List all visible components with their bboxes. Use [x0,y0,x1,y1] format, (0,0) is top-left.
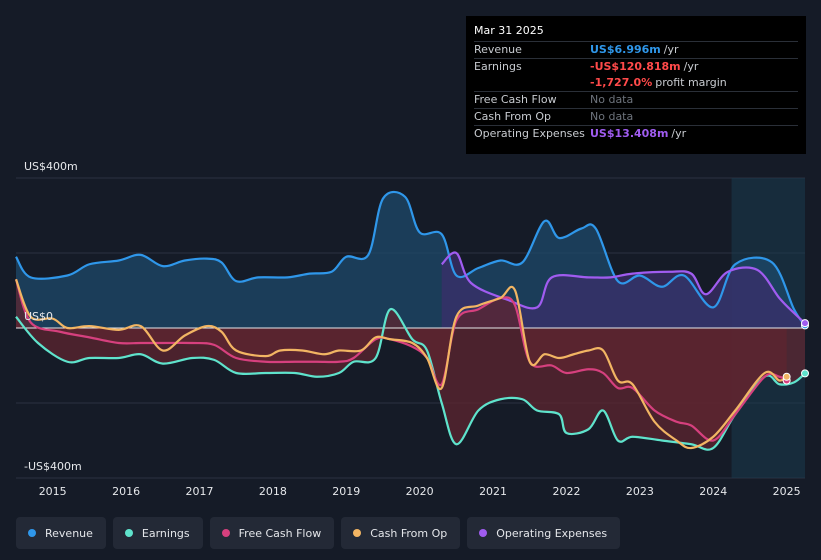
tooltip-value: US$13.408m [590,127,669,140]
tooltip-label [474,75,590,91]
tooltip-row-free-cash-flow: Free Cash Flow No data [474,91,798,108]
tooltip-label: Revenue [474,43,522,56]
series-lines [14,190,806,451]
line-operating-expenses [440,251,806,324]
tooltip-unit: /yr [671,127,687,140]
chart-canvas: US$400m US$0 -US$400m 2015 2016 2017 2018 20… [14,160,809,498]
x-tick-label: 2024 [699,485,727,498]
line-revenue [15,190,806,327]
tooltip-row-revenue: Revenue US$6.996m /yr [474,41,798,58]
tooltip-panel: Mar 31 2025 Revenue US$6.996m /yr Earnin… [466,16,806,154]
x-tick-label: 2015 [39,485,67,498]
end-marker-cash-from-op [782,372,791,381]
legend: Revenue Earnings Free Cash Flow Cash Fro… [16,517,621,549]
x-tick-label: 2017 [185,485,213,498]
line-free-cash-flow [14,278,788,442]
end-marker-operating-expenses [801,319,809,328]
tooltip-label: Cash From Op [474,110,552,123]
legend-label: Revenue [45,526,93,540]
tooltip-label: Earnings [474,60,522,73]
end-marker-earnings [801,369,809,378]
tooltip-row-cash-from-op: Cash From Op No data [474,108,798,125]
x-tick-label: 2018 [259,485,287,498]
tooltip-label: Operating Expenses [474,127,585,140]
tooltip-row-operating-expenses: Operating Expenses US$13.408m /yr [474,125,798,142]
tooltip-date: Mar 31 2025 [474,24,544,37]
legend-dot-icon [479,529,488,537]
x-tick-label: 2021 [479,485,507,498]
series-areas [16,191,805,450]
tooltip-label: Free Cash Flow [474,93,557,106]
tooltip-unit: /yr [683,60,699,73]
tooltip-value: No data [590,93,634,106]
legend-dot-icon [353,529,362,537]
legend-item-cash-from-op[interactable]: Cash From Op [341,517,461,549]
legend-item-operating-expenses[interactable]: Operating Expenses [467,517,621,549]
legend-dot-icon [221,529,230,537]
x-tick-label: 2019 [332,485,360,498]
line-cash-from-op [14,278,788,450]
legend-label: Earnings [141,526,190,540]
area-free-cash-flow [16,279,787,441]
tooltip-value: No data [590,110,634,123]
x-tick-label: 2025 [773,485,801,498]
x-tick-label: 2016 [112,485,140,498]
legend-item-free-cash-flow[interactable]: Free Cash Flow [209,517,335,549]
grid-lines [16,177,805,479]
line-earnings [15,308,806,451]
legend-dot-icon [28,529,36,537]
legend-label: Operating Expenses [496,526,608,540]
legend-item-revenue[interactable]: Revenue [16,517,106,549]
x-tick-label: 2023 [626,485,654,498]
tooltip-unit: profit margin [655,76,727,89]
x-tick-label: 2020 [406,485,434,498]
tooltip-value: -1,727.0% [590,76,653,89]
y-label-bottom: -US$400m [24,460,82,473]
legend-label: Cash From Op [370,526,448,540]
tooltip-unit: /yr [663,43,679,56]
tooltip-value: US$6.996m [590,43,661,56]
end-markers [782,319,809,385]
y-label-zero: US$0 [24,310,53,323]
tooltip-row-profit-margin: -1,727.0% profit margin [474,75,798,91]
legend-item-earnings[interactable]: Earnings [112,517,203,549]
x-axis-ticks: 2015 2016 2017 2018 2019 2020 2021 2022 2023 2024… [39,485,801,498]
x-tick-label: 2022 [552,485,580,498]
legend-dot-icon [124,529,133,537]
tooltip-value: -US$120.818m [590,60,681,73]
y-label-top: US$400m [24,160,78,173]
legend-label: Free Cash Flow [238,526,322,540]
tooltip-row-earnings: Earnings -US$120.818m /yr [474,58,798,75]
